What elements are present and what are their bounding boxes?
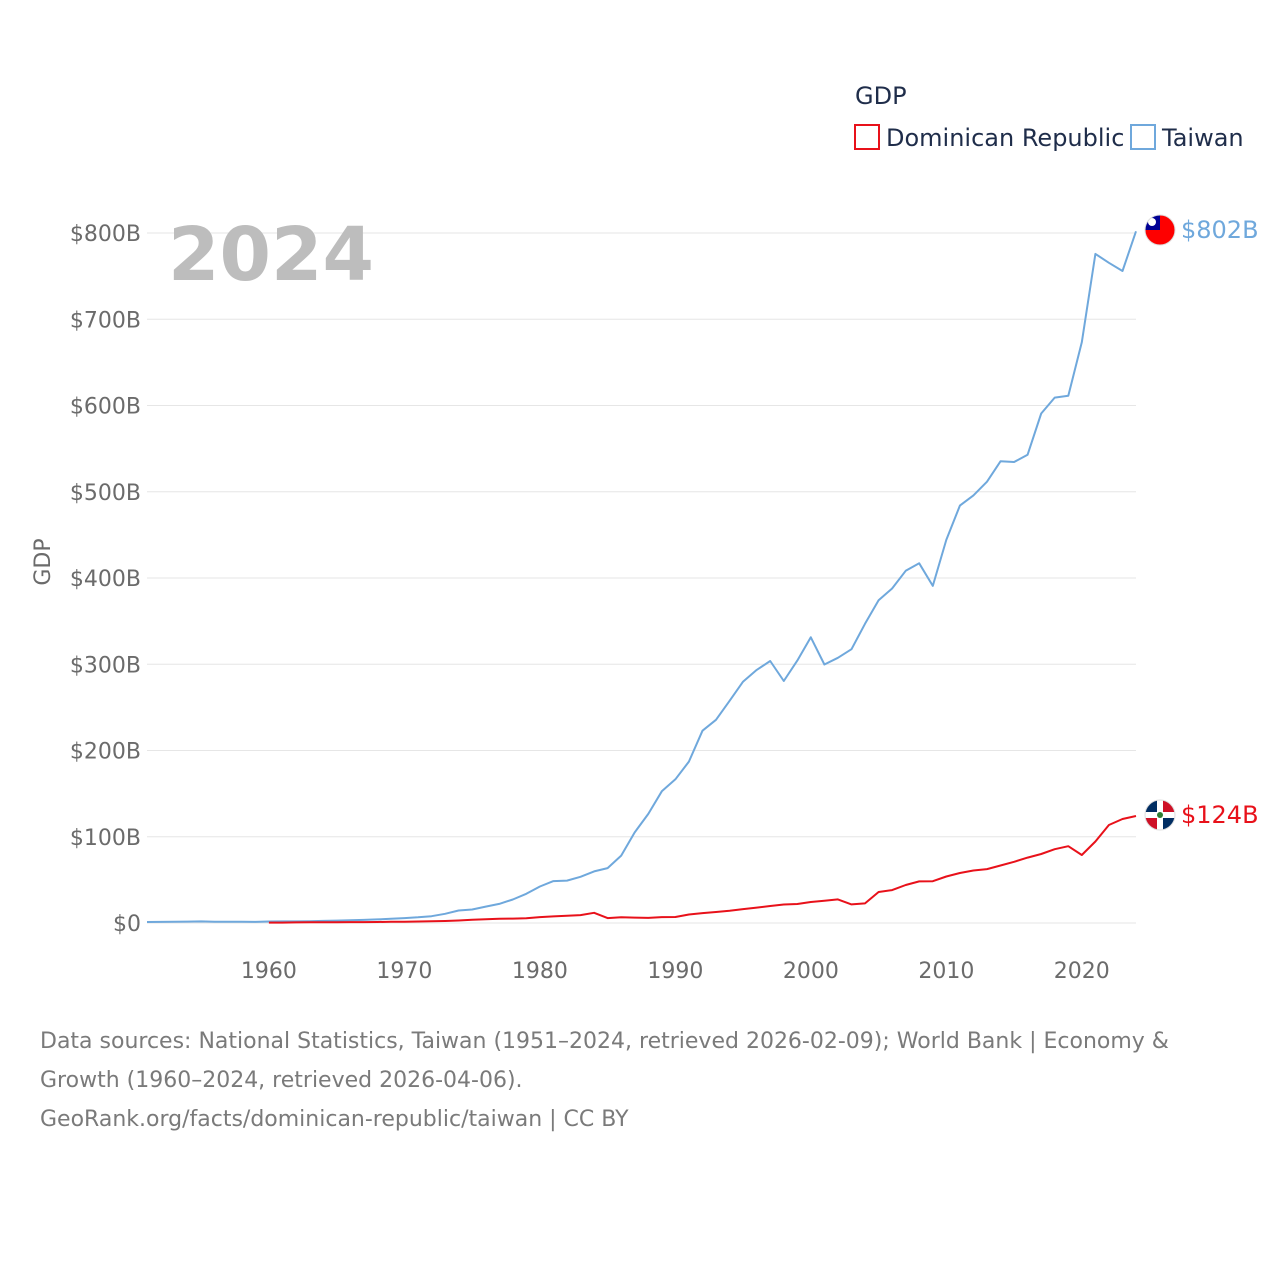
series-line-taiwan[interactable]: [146, 230, 1137, 923]
x-tick-label: 1990: [647, 959, 703, 984]
year-label: 2024: [168, 212, 374, 298]
source-line-2: Growth (1960–2024, retrieved 2026-04-06)…: [40, 1068, 523, 1093]
y-axis-title: GDP: [31, 538, 56, 585]
x-tick-label: 2020: [1054, 959, 1110, 984]
legend-swatch-taiwan[interactable]: [1130, 124, 1156, 150]
end-label-dominican-republic: $124B: [1181, 801, 1259, 829]
source-line-1: Data sources: National Statistics, Taiwa…: [40, 1029, 1169, 1054]
y-tick-label: $100B: [70, 826, 141, 851]
y-tick-label: $400B: [70, 567, 141, 592]
y-tick-label: $700B: [70, 308, 141, 333]
source-note: Data sources: National Statistics, Taiwa…: [40, 1022, 1240, 1139]
x-tick-label: 1980: [512, 959, 568, 984]
y-tick-label: $200B: [70, 740, 141, 765]
dominican-republic-flag-icon: [1144, 799, 1176, 831]
x-tick-label: 2010: [918, 959, 974, 984]
y-tick-label: $500B: [70, 481, 141, 506]
x-axis-tick-labels: 1960 1970 1980 1990 2000 2010 2020: [241, 959, 1110, 984]
legend[interactable]: GDP Dominican Republic Taiwan: [854, 82, 1244, 152]
end-label-taiwan: $802B: [1181, 216, 1259, 244]
y-tick-label: $300B: [70, 653, 141, 678]
y-tick-label: $600B: [70, 395, 141, 420]
taiwan-flag-icon: [1144, 214, 1176, 246]
x-tick-label: 1970: [376, 959, 432, 984]
series-line-dominican-republic[interactable]: [268, 815, 1137, 924]
y-axis-tick-labels: $0 $100B $200B $300B $400B $500B $600B $700B $80…: [70, 222, 141, 937]
legend-label-dominican-republic[interactable]: Dominican Republic: [886, 124, 1124, 152]
y-tick-label: $0: [113, 912, 141, 937]
x-tick-label: 2000: [783, 959, 839, 984]
grid-lines: [147, 232, 1136, 924]
legend-title: GDP: [855, 82, 907, 110]
legend-swatch-dominican-republic[interactable]: [854, 124, 880, 150]
legend-label-taiwan[interactable]: Taiwan: [1161, 124, 1244, 152]
series-lines: [146, 230, 1137, 924]
x-tick-label: 1960: [241, 959, 297, 984]
y-tick-label: $800B: [70, 222, 141, 247]
source-attribution[interactable]: GeoRank.org/facts/dominican-republic/tai…: [40, 1107, 629, 1132]
